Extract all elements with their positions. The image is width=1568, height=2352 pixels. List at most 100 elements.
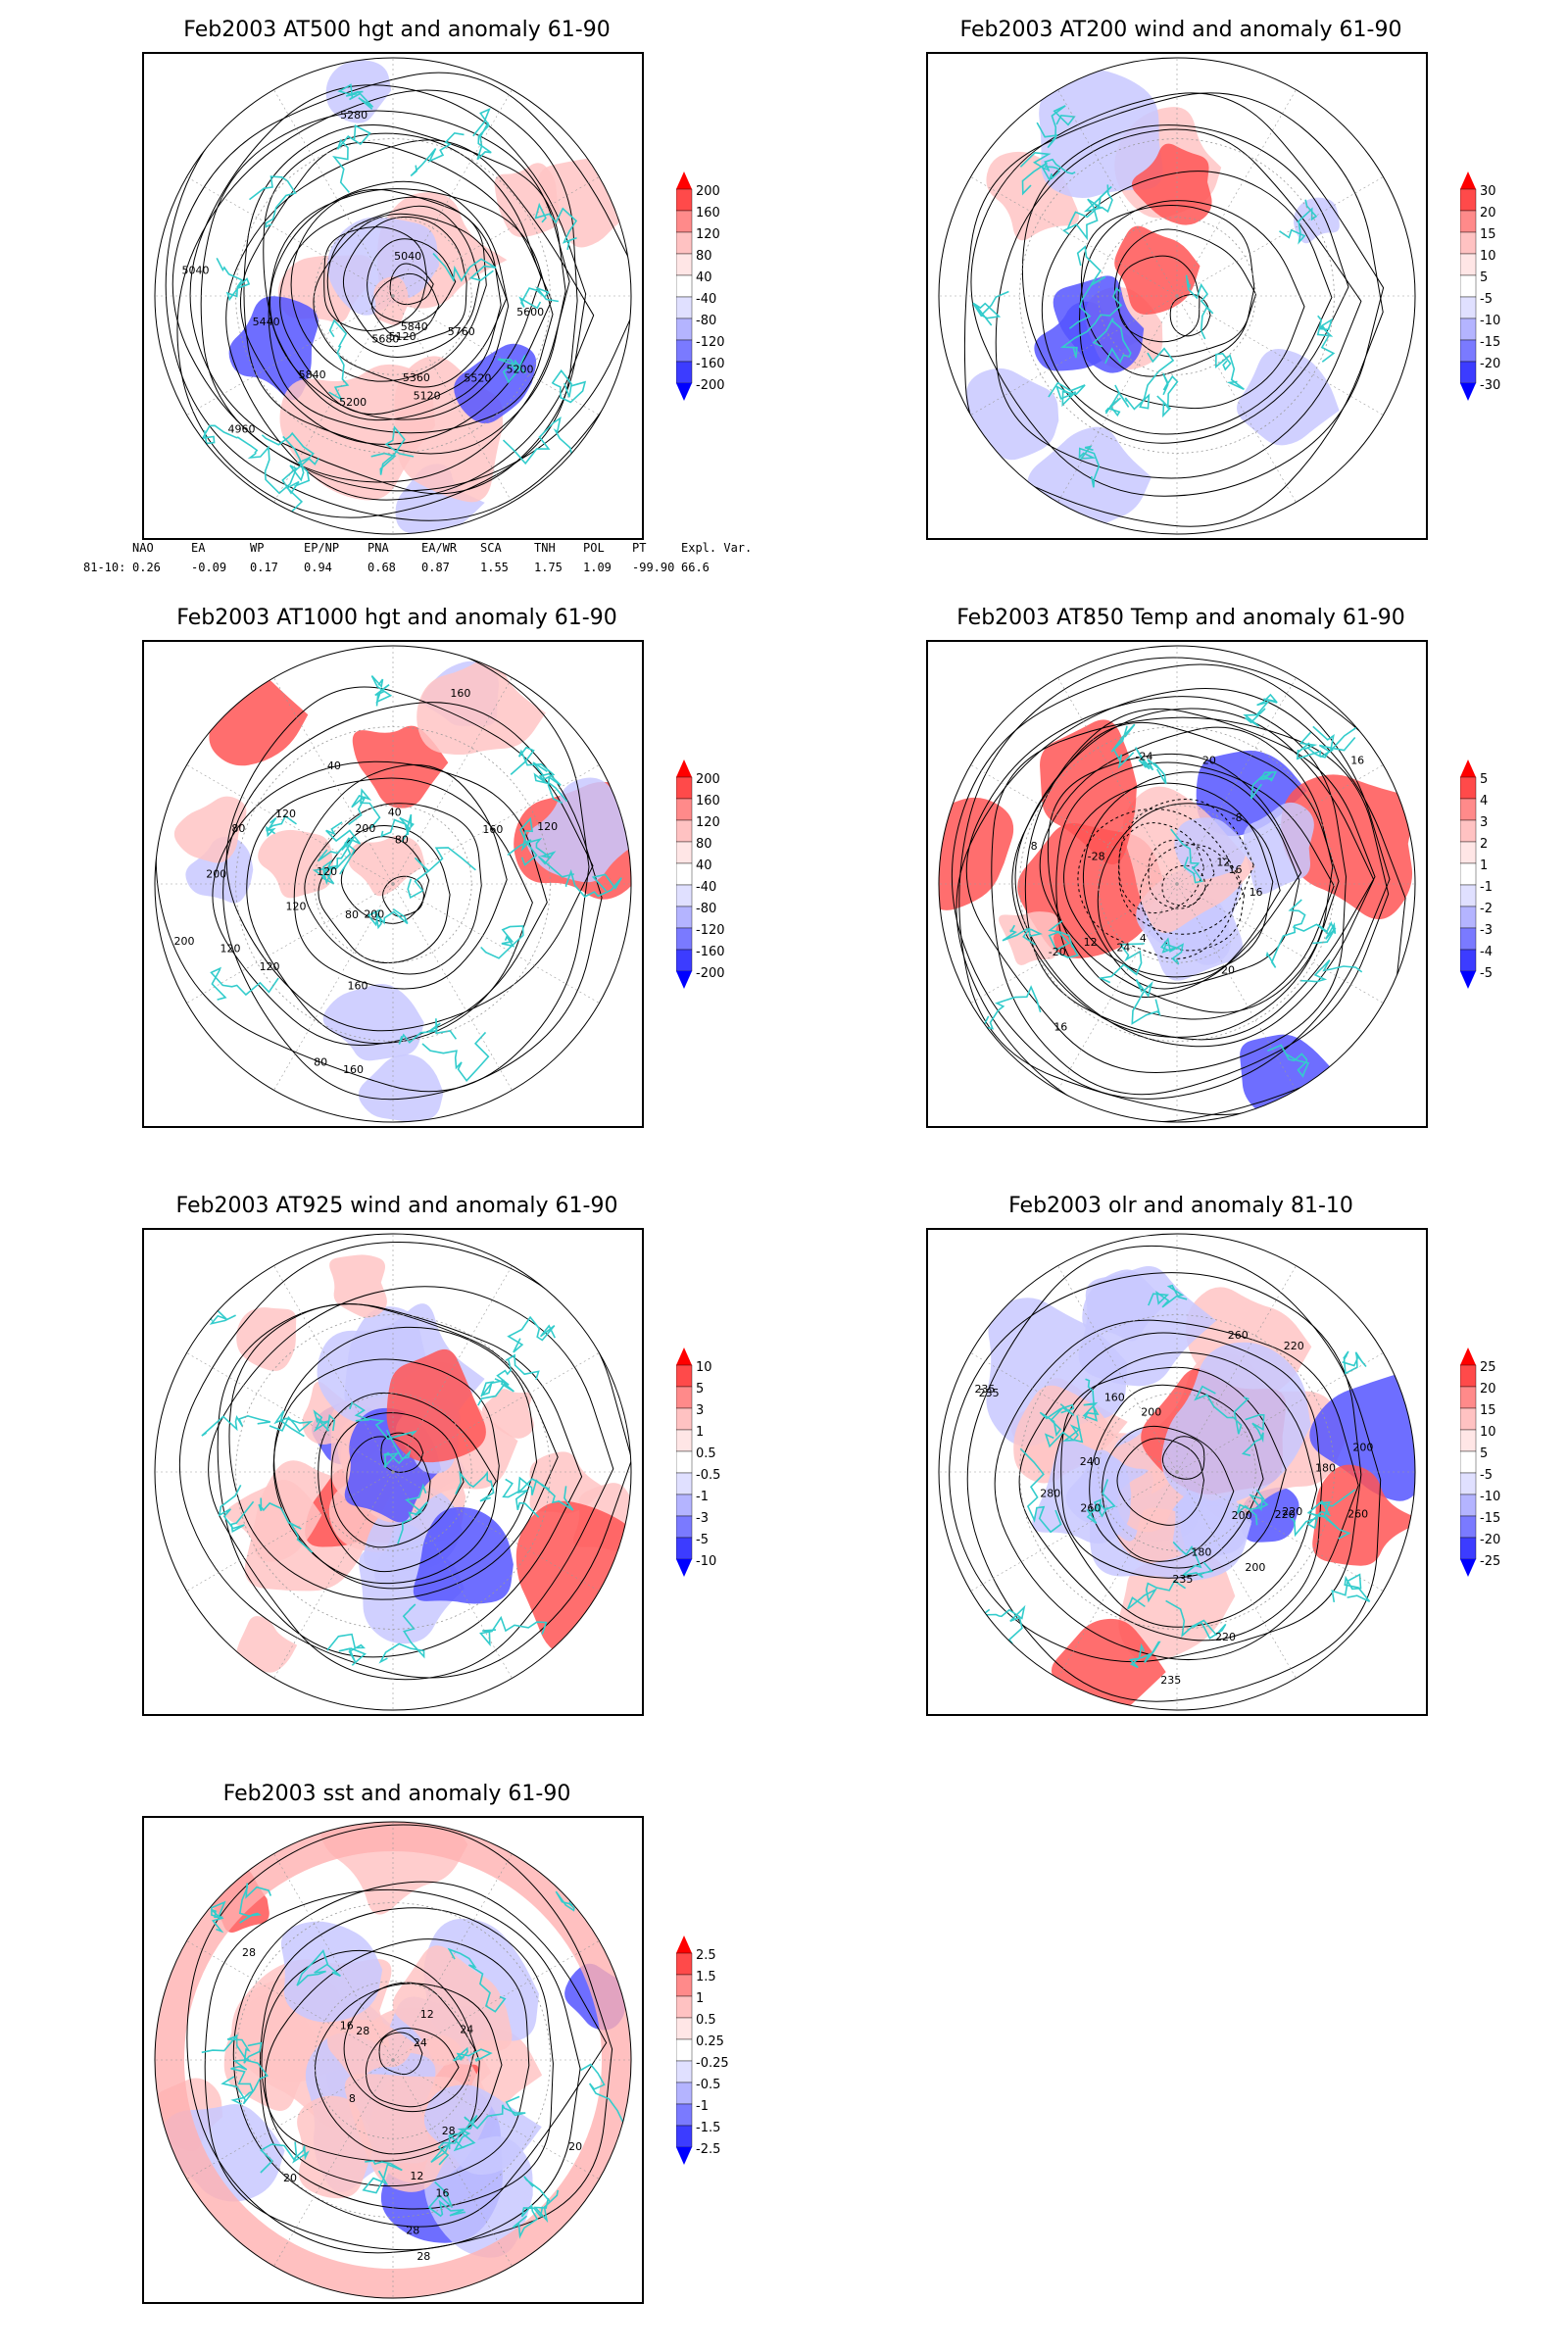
contour-label: 5120 <box>389 330 416 343</box>
colorbar-label: -5 <box>696 1533 709 1547</box>
colorbar-label: 1 <box>1480 858 1488 873</box>
contour-label: 120 <box>260 960 280 973</box>
contour-line <box>994 1319 1359 1660</box>
colorbar-swatch <box>1460 1537 1477 1560</box>
coastline <box>210 966 279 1001</box>
colorbar-swatch <box>676 1995 693 2019</box>
coastline <box>507 1315 557 1353</box>
coastline <box>1331 1573 1371 1603</box>
contour-line <box>991 716 1390 1096</box>
coastline <box>1148 1284 1188 1308</box>
index-value: -0.09 <box>191 561 227 574</box>
positive-anomaly-region <box>1040 719 1138 865</box>
coastline <box>201 1414 270 1437</box>
contour-line <box>1039 726 1334 1013</box>
colorbar-swatch <box>676 296 693 319</box>
colorbar-5: 10 5 3 1 0.5 -0.5 -1 -3 -5 -10 <box>676 1348 720 1577</box>
coastline <box>1316 315 1336 363</box>
coastline <box>502 416 573 466</box>
contour-line <box>232 1881 608 2228</box>
colorbar-label: -4 <box>1480 945 1493 959</box>
contour-label: 20 <box>283 2172 297 2184</box>
coastline <box>1267 1044 1310 1078</box>
contour-line <box>304 803 482 975</box>
colorbar-label: -40 <box>696 880 716 895</box>
contour-line <box>265 1938 530 2187</box>
contour-label: 160 <box>348 980 368 993</box>
colorbar-swatch <box>1460 1386 1477 1409</box>
contour-label: 16 <box>1350 755 1364 767</box>
contour-line <box>318 825 451 964</box>
positive-anomaly-region <box>258 829 333 899</box>
contour-label: 200 <box>364 907 384 920</box>
colorbar-swatch <box>1460 949 1477 972</box>
coastline <box>480 925 524 959</box>
coastline <box>1019 151 1076 174</box>
colorbar-label: 10 <box>1480 249 1496 264</box>
colorbar-swatch <box>1460 339 1477 363</box>
contour-label: 24 <box>460 2023 473 2035</box>
coastline <box>397 1483 428 1544</box>
colorbar-label: 1.5 <box>696 1970 716 1984</box>
colorbar-label: -160 <box>696 945 725 959</box>
contour-label: 4960 <box>228 423 256 436</box>
coastline <box>1128 1641 1161 1669</box>
coastline <box>220 2034 269 2105</box>
colorbar-swatch <box>1460 361 1477 384</box>
colorbar-label: 1 <box>696 1991 704 2006</box>
contour-label: 5120 <box>414 390 441 403</box>
coastline <box>972 290 1009 326</box>
contour-label: -24 <box>1136 750 1153 762</box>
contour-line <box>970 92 1385 497</box>
contour-line <box>1169 294 1211 337</box>
colorbar-swatch <box>1460 253 1477 276</box>
positive-anomaly-region <box>173 796 247 863</box>
coastline <box>449 2114 478 2152</box>
colorbar-swatch <box>1460 210 1477 233</box>
contour-line <box>165 58 631 521</box>
colorbar-label: -120 <box>696 335 725 350</box>
contour-line <box>1077 808 1242 959</box>
index-header: NAO <box>132 541 154 555</box>
contour-line <box>1053 1351 1318 1628</box>
colorbar-label: 0.5 <box>696 2013 716 2028</box>
contour-label: 40 <box>388 807 402 819</box>
colorbar-swatch <box>676 2060 693 2083</box>
contour-line <box>272 1358 500 1585</box>
colorbar-swatch <box>1460 1515 1477 1539</box>
coastline <box>477 1379 514 1406</box>
contour-label: 5840 <box>299 368 326 381</box>
coastline <box>1036 105 1076 149</box>
coastline <box>1019 1447 1062 1534</box>
colorbar-label: 120 <box>696 227 720 242</box>
colorbar-swatch <box>676 361 693 384</box>
coastline <box>349 1401 418 1441</box>
colorbar-swatch <box>1460 776 1477 800</box>
colorbar-label: 5 <box>1480 270 1488 285</box>
contour-label: 120 <box>537 820 558 833</box>
colorbar-label: 25 <box>1480 1360 1496 1375</box>
coastline <box>1170 828 1204 884</box>
coastline <box>534 202 578 251</box>
coastline <box>312 841 356 879</box>
coastline <box>1068 245 1106 329</box>
contour-line <box>293 764 508 990</box>
panel-title-1: Feb2003 AT500 hgt and anomaly 61-90 <box>183 18 611 42</box>
contour-line <box>966 1245 1382 1702</box>
positive-anomaly-region <box>348 835 425 897</box>
colorbar-label: 120 <box>696 815 720 830</box>
colorbar-swatch <box>1460 1429 1477 1452</box>
coastline <box>526 837 574 878</box>
coastline <box>321 836 355 885</box>
index-header: TNH <box>534 541 556 555</box>
contour-label: 5040 <box>182 264 210 276</box>
colorbar-label: 80 <box>696 249 712 264</box>
contour-line <box>261 1949 480 2162</box>
colorbar-label: -2.5 <box>696 2142 720 2157</box>
contour-label: 12 <box>1216 857 1230 869</box>
contour-line <box>326 205 481 358</box>
index-value: 0.94 <box>304 561 332 574</box>
coastline <box>1172 1541 1214 1579</box>
colorbar-swatch <box>1460 884 1477 907</box>
index-value: 66.6 <box>681 561 710 574</box>
